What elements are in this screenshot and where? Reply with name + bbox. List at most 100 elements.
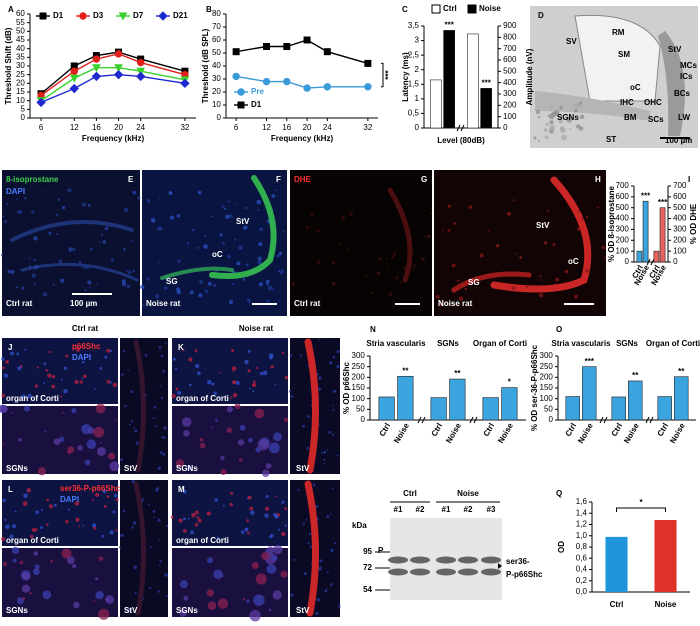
cell: [86, 439, 97, 450]
cell: [309, 545, 313, 549]
bar: [582, 366, 597, 421]
cell: [207, 281, 212, 286]
bar: [480, 88, 493, 129]
cell: [96, 283, 98, 286]
cell: [51, 384, 56, 389]
arrowhead: [498, 563, 502, 569]
cell: [240, 530, 245, 534]
cell: [176, 290, 181, 295]
image-annotation: organ of Corti: [176, 394, 229, 403]
bar-label: Ctrl: [610, 422, 625, 438]
cell: [16, 286, 19, 289]
cell: [164, 573, 168, 577]
cell: [17, 366, 22, 371]
cell: [198, 293, 203, 298]
cell: [251, 562, 259, 569]
cell: [63, 388, 68, 394]
cell: [153, 516, 156, 519]
image-annotation: organ of Corti: [6, 536, 59, 545]
y-tick-label: 2,5: [408, 50, 420, 59]
data-point: [92, 64, 101, 73]
cell: [270, 365, 274, 369]
y-tick-label: 400: [673, 214, 687, 223]
cell: [273, 432, 282, 442]
image-region: [2, 170, 140, 316]
blot-band: [388, 568, 408, 576]
image-annotation: 72: [363, 563, 372, 572]
cell: [272, 288, 275, 291]
y-tick-label: 400: [503, 78, 517, 87]
legend-label: Noise: [479, 4, 501, 13]
tissue: [10, 220, 134, 242]
cell: [81, 424, 92, 435]
cell: [274, 383, 276, 386]
panel-letter: P: [378, 546, 384, 555]
cell: [112, 382, 118, 388]
cell: [323, 462, 326, 465]
bar: [443, 30, 456, 129]
y-axis-label: % OD ser-36-P-p66Shc: [530, 344, 539, 431]
cell: [113, 493, 118, 498]
cell: [554, 283, 557, 285]
cell: [10, 351, 14, 356]
y-tick-label: 10: [212, 100, 221, 109]
cell: [265, 463, 272, 469]
data-point: [70, 67, 78, 75]
cell: [266, 299, 270, 303]
data-point: [136, 67, 146, 76]
bar: [501, 387, 518, 421]
tissue: [304, 338, 319, 474]
cell: [281, 351, 285, 355]
cell: [106, 348, 111, 353]
x-tick-label: 20: [114, 123, 123, 132]
cell: [596, 206, 600, 209]
cell: [302, 522, 306, 525]
legend-label: D3: [93, 11, 104, 20]
cell: [31, 210, 35, 214]
cell: [144, 353, 148, 357]
cell: [31, 527, 37, 533]
y-tick-label: 300: [673, 225, 687, 234]
cell: [387, 267, 390, 270]
cell: [133, 565, 138, 570]
panel-letter: I: [688, 175, 690, 184]
y-tick-label: 0: [673, 257, 678, 266]
panel-letter: L: [8, 485, 13, 494]
y-tick-label: 500: [673, 203, 687, 212]
y-tick-label: 5: [20, 104, 25, 113]
cell: [255, 573, 267, 585]
cell: [168, 190, 173, 195]
cell: [53, 438, 61, 446]
cell: [120, 458, 124, 462]
image-annotation: #1: [394, 505, 403, 514]
cell: [249, 387, 251, 390]
panel-letter: H: [595, 175, 601, 184]
tissue: [304, 480, 319, 617]
image-annotation: #1: [442, 505, 451, 514]
x-axis-label: Level (80dB): [437, 136, 485, 145]
cell: [253, 594, 265, 606]
cell: [147, 277, 150, 281]
y-tick-label: 0: [20, 113, 25, 122]
cell: [48, 350, 52, 354]
cell: [206, 511, 211, 516]
cell: [281, 268, 284, 272]
cell: [412, 264, 416, 267]
y-tick-label: 3: [414, 36, 419, 45]
cell: [105, 595, 115, 604]
image-annotation: SGNs: [176, 464, 198, 473]
cell: [152, 509, 156, 513]
cell: [99, 241, 102, 244]
cell: [274, 514, 279, 519]
cell: [331, 433, 334, 436]
cell: [293, 558, 296, 562]
data-point: [69, 83, 79, 94]
cell: [538, 292, 544, 298]
y-tick-label: 0,8: [576, 542, 588, 551]
cell: [585, 215, 589, 219]
cell: [247, 349, 251, 353]
y-tick-label: 400: [616, 214, 630, 223]
cell: [540, 279, 543, 281]
cell: [18, 438, 22, 442]
